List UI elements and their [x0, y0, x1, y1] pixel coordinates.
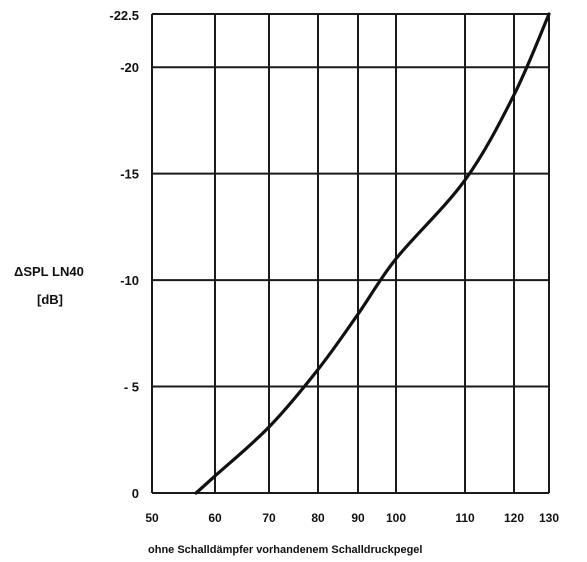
x-tick-label: 120 — [504, 511, 524, 525]
y-axis-label: ΔSPL LN40 — [14, 264, 84, 279]
x-tick-labels: 50 60 70 80 90 100 110 120 130 — [145, 511, 559, 525]
data-curve — [194, 12, 551, 495]
y-tick-label: - 5 — [124, 380, 139, 395]
x-tick-label: 90 — [351, 511, 365, 525]
y-tick-label: -22.5 — [109, 8, 139, 23]
y-tick-label: 0 — [132, 486, 139, 501]
x-tick-label: 130 — [539, 511, 559, 525]
x-tick-label: 80 — [311, 511, 325, 525]
x-tick-label: 50 — [145, 511, 159, 525]
y-tick-label: -15 — [120, 167, 139, 182]
y-tick-label: -20 — [120, 60, 139, 75]
x-tick-label: 60 — [208, 511, 222, 525]
x-tick-label: 70 — [262, 511, 276, 525]
y-axis-unit: [dB] — [37, 292, 63, 307]
plot-area — [152, 14, 549, 493]
curve-layer — [194, 12, 551, 495]
x-axis-label: ohne Schalldämpfer vorhandenem Schalldru… — [148, 544, 422, 556]
y-tick-label: -10 — [120, 273, 139, 288]
x-tick-label: 100 — [386, 511, 406, 525]
y-tick-labels: 0 - 5 -10 -15 -20 -22.5 — [109, 8, 139, 501]
grid — [151, 13, 550, 494]
x-tick-label: 110 — [455, 511, 475, 525]
